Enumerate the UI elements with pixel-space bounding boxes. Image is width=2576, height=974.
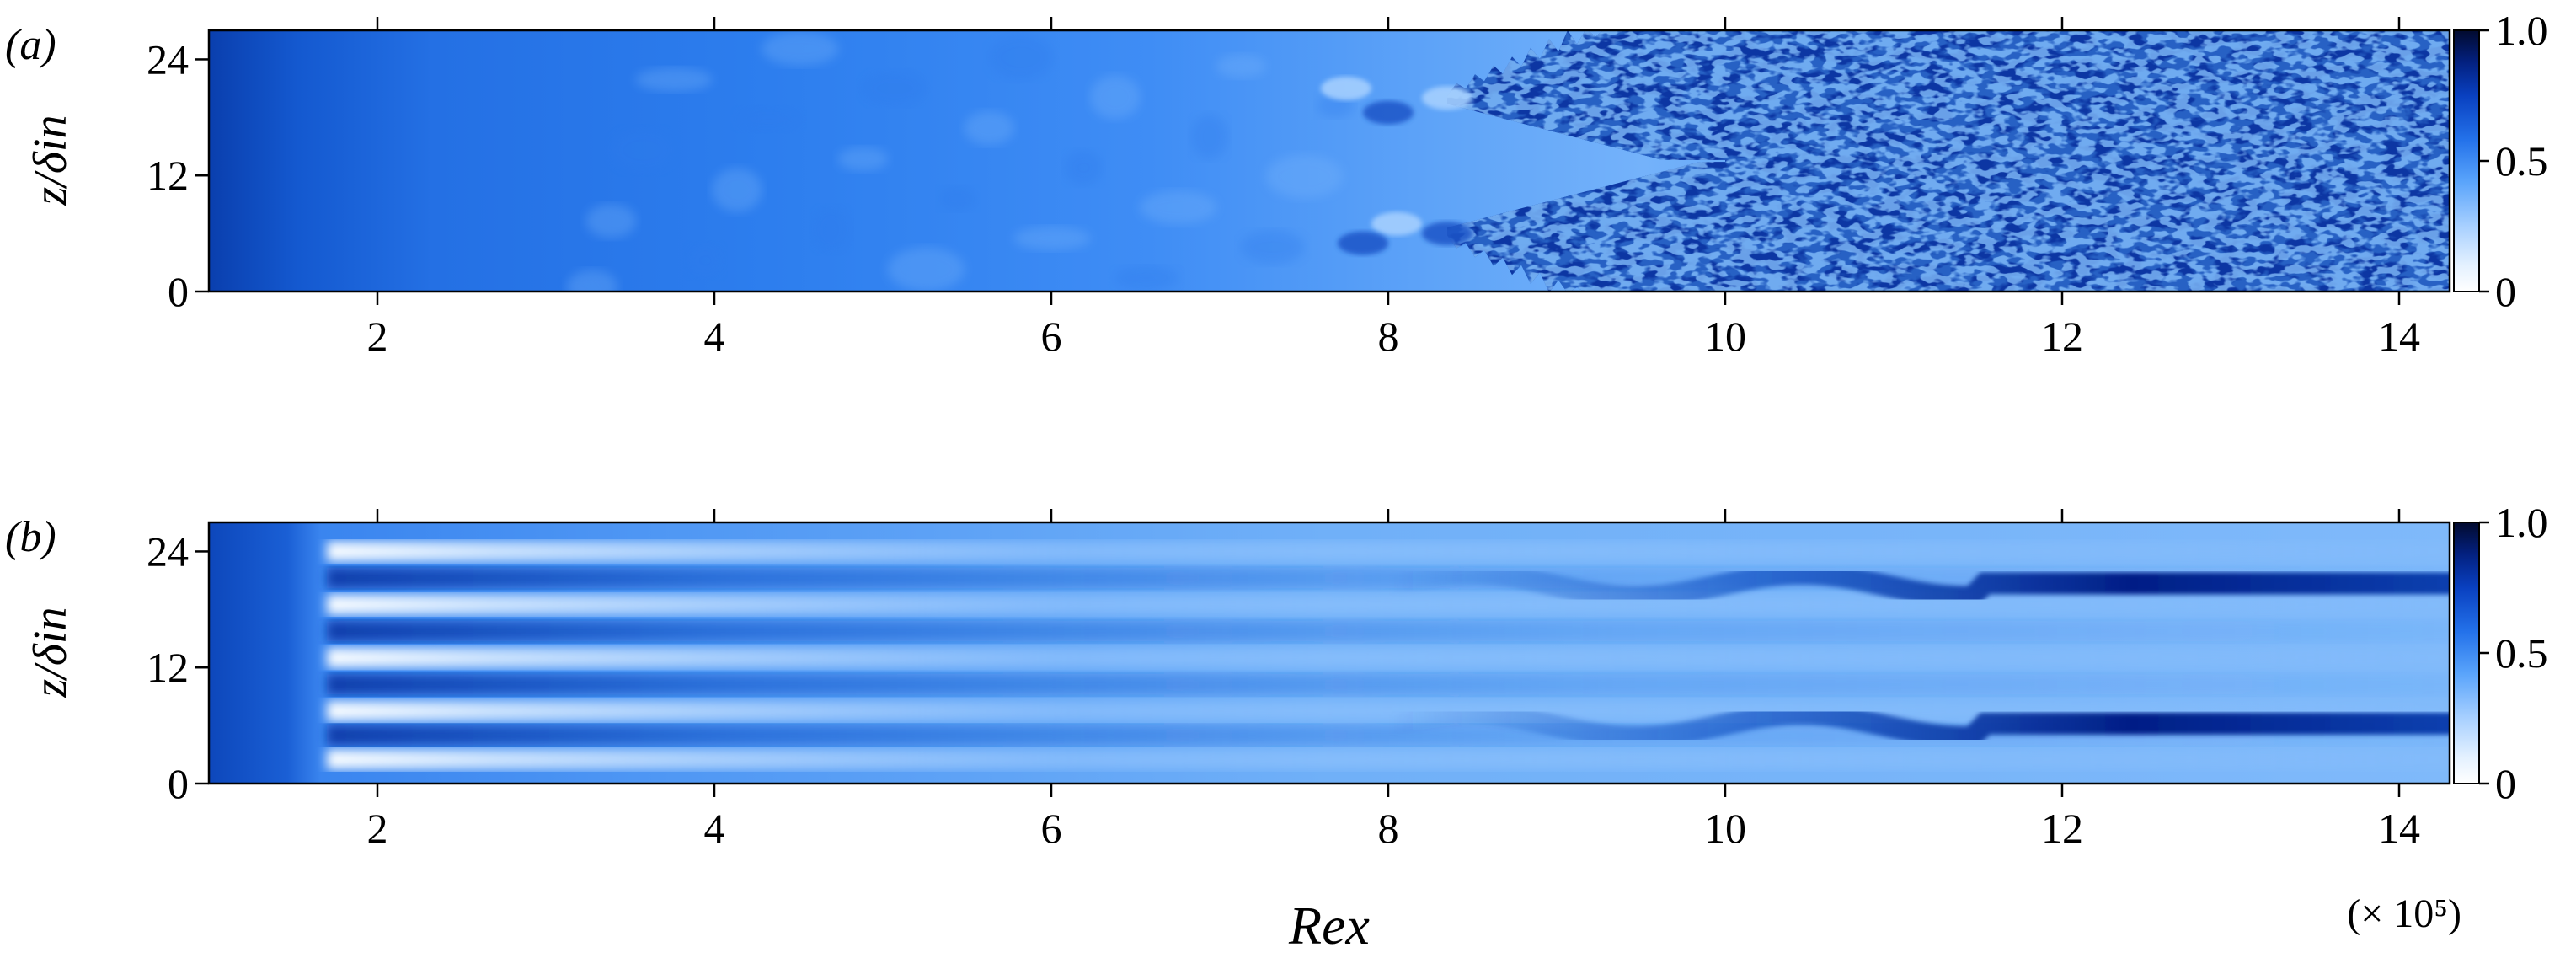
high-speed-streak — [327, 674, 2450, 695]
flow-structure — [1013, 226, 1091, 250]
panel-a-ytick-label: 12 — [147, 152, 189, 199]
flow-structure — [712, 168, 762, 212]
persistent-streak — [1377, 562, 2450, 608]
flow-structure — [1191, 115, 1228, 159]
flow-structure — [736, 107, 801, 131]
panel-b-xtick-label: 14 — [2378, 805, 2420, 852]
flow-structure — [837, 147, 889, 171]
panel-b-ylabel: z/δin — [24, 607, 77, 698]
flow-structure — [585, 204, 637, 238]
flow-structure — [863, 71, 927, 105]
flow-structure — [813, 207, 851, 252]
turbulent-spot — [1363, 100, 1414, 125]
flow-structure — [1265, 154, 1344, 199]
flow-structure — [988, 35, 1053, 80]
panel-a-xtick-label: 12 — [2041, 313, 2083, 360]
low-speed-streak — [327, 594, 2450, 615]
high-speed-streak — [327, 621, 2450, 642]
panel-b-ytick-label: 24 — [147, 527, 189, 575]
panel-b-xtick-label: 10 — [1704, 805, 1746, 852]
flow-structure — [687, 244, 724, 278]
flow-structure — [1240, 230, 1305, 265]
panel-b-colorbar-label: 0.5 — [2495, 629, 2548, 677]
panel-b-xtick-label: 8 — [1378, 805, 1399, 852]
panel-b-label: (b) — [5, 513, 56, 561]
flow-structure — [635, 67, 713, 92]
panel-a-colorbar-label: 0 — [2495, 268, 2516, 315]
x-axis-label: Rex — [1288, 896, 1370, 955]
flow-structure — [1139, 190, 1217, 225]
turbulent-spot — [1321, 76, 1371, 100]
panel-a-xtick-label: 2 — [367, 313, 388, 360]
panel-a-heatmap — [209, 30, 2450, 292]
panel-a-xtick-label: 8 — [1378, 313, 1399, 360]
low-speed-streak — [327, 541, 2450, 562]
flow-structure — [1089, 75, 1141, 120]
panel-b-colorbar-label: 0 — [2495, 760, 2516, 807]
persistent-streak — [1377, 703, 2450, 748]
flow-structure — [1065, 151, 1103, 185]
turbulent-spot — [1422, 86, 1472, 110]
panel-a-ytick-label: 0 — [168, 268, 189, 315]
panel-b-ytick-label: 0 — [168, 760, 189, 807]
panel-a-xtick-label: 4 — [704, 313, 725, 360]
flow-structure — [610, 128, 675, 173]
panel-a-colorbar-label: 0.5 — [2495, 137, 2548, 185]
panel-b-xtick-label: 2 — [367, 805, 388, 852]
panel-b-xtick-label: 6 — [1041, 805, 1062, 852]
panel-a-xtick-label: 6 — [1041, 313, 1062, 360]
flow-structure — [964, 110, 1015, 145]
panel-a-xtick-label: 10 — [1704, 313, 1746, 360]
flow-structure — [887, 247, 965, 292]
low-speed-streak — [327, 749, 2450, 770]
panel-b-colorbar: 0 0.5 1.0 — [2453, 499, 2548, 807]
panel-a-label: (a) — [5, 21, 56, 69]
panel-a-colorbar: 0 0.5 1.0 — [2453, 7, 2548, 315]
panel-b-colorbar-label: 1.0 — [2495, 499, 2548, 546]
panel-a-colorbar-label: 1.0 — [2495, 7, 2548, 54]
turbulent-spot — [1371, 211, 1422, 236]
panel-b-heatmap — [209, 522, 2450, 784]
flow-structure — [761, 31, 839, 66]
panel-a-ylabel: z/δin — [24, 115, 77, 206]
panel-a-xtick-label: 14 — [2378, 313, 2420, 360]
flow-structure — [1216, 54, 1267, 78]
turbulent-spot — [1338, 231, 1388, 255]
flow-structure — [938, 186, 976, 211]
x-scale-note: (× 10⁵) — [2347, 891, 2461, 936]
low-speed-streak — [327, 647, 2450, 668]
turbulent-spot — [1422, 222, 1472, 246]
flow-structure — [1114, 265, 1179, 290]
panel-b-xtick-label: 4 — [704, 805, 725, 852]
panel-b-xtick-label: 12 — [2041, 805, 2083, 852]
panel-a-ytick-label: 24 — [147, 35, 189, 83]
flow-structure — [567, 270, 617, 292]
panel-b-ytick-label: 12 — [147, 644, 189, 691]
